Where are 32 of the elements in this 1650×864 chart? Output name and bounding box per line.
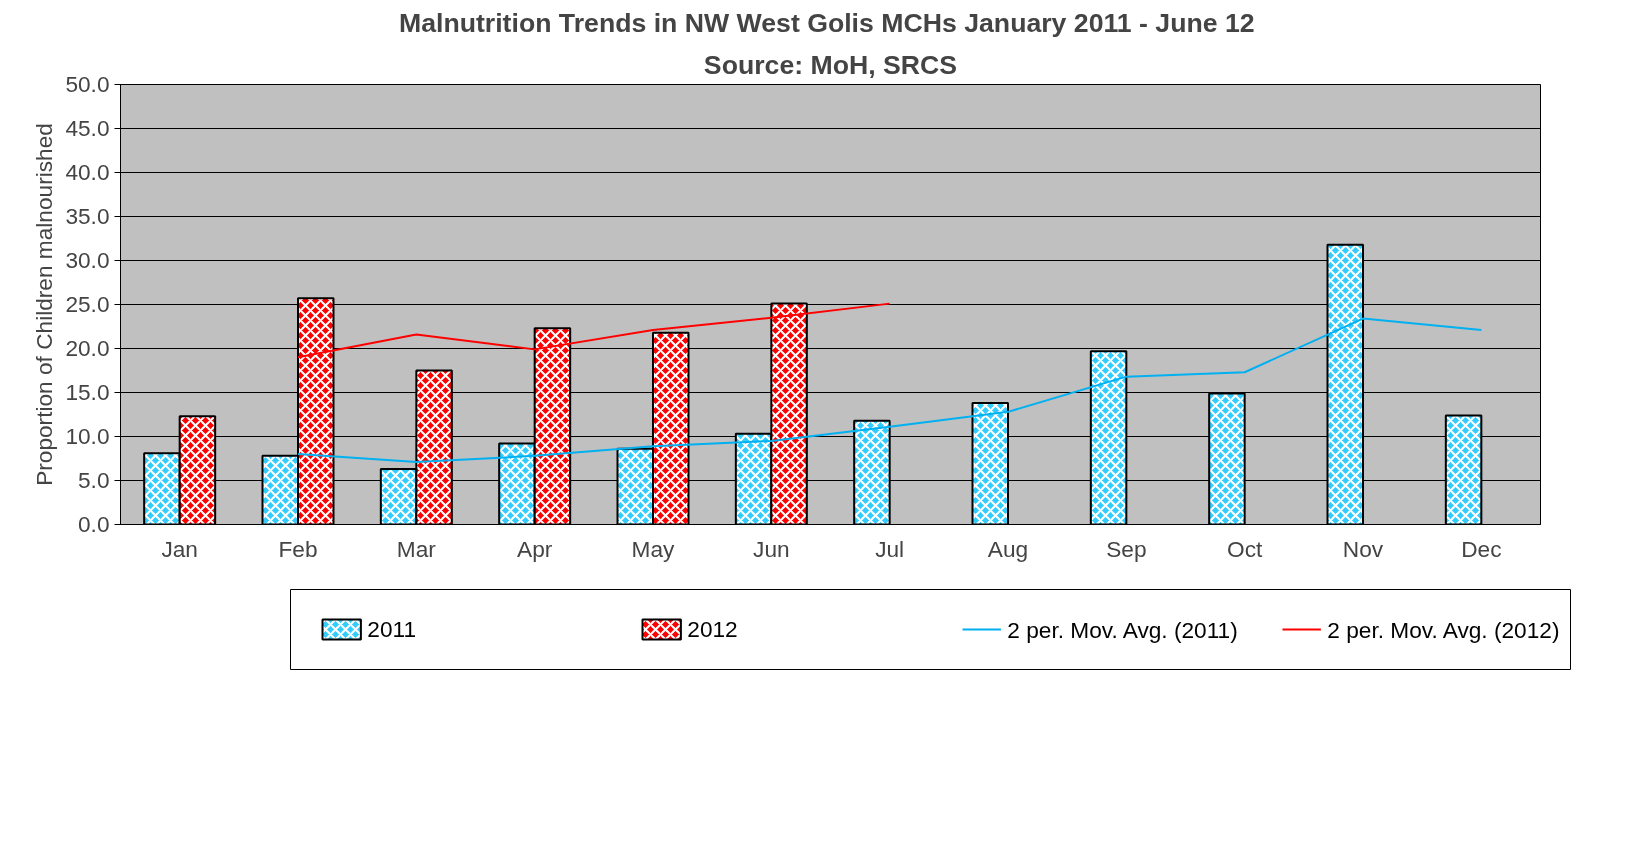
chart-title: Malnutrition Trends in NW West Golis MCHs January 2011 - June 12 — [398, 7, 1255, 38]
x-tick-label: May — [631, 535, 676, 562]
x-tick-label: Jan — [161, 535, 198, 562]
line-series — [297, 317, 1483, 464]
x-tick-label: Jun — [753, 535, 790, 562]
y-tick-label: 20.0 — [65, 335, 110, 361]
chart-subtitle: Source: MoH, SRCS — [703, 49, 958, 80]
y-tick-label: 0.0 — [78, 511, 110, 537]
x-tick-label: Nov — [1342, 535, 1384, 562]
y-tick-label: 35.0 — [65, 203, 110, 229]
x-tick-label: Sep — [1106, 535, 1147, 562]
x-tick-label: Feb — [278, 535, 318, 562]
y-tick-label: 40.0 — [65, 159, 110, 185]
y-tick-label: 5.0 — [78, 467, 110, 493]
legend-label: 2012 — [687, 616, 738, 642]
y-tick-label: 25.0 — [65, 291, 110, 317]
y-tick-label: 10.0 — [65, 423, 110, 449]
x-tick-label: Apr — [517, 535, 553, 562]
x-tick-label: Jul — [875, 535, 905, 562]
line-series — [297, 302, 891, 359]
y-tick-label: 15.0 — [65, 379, 110, 405]
y-tick-label: 45.0 — [65, 115, 110, 141]
x-tick-label: Oct — [1227, 535, 1263, 562]
x-tick-label: Dec — [1461, 535, 1502, 562]
y-tick-label: 50.0 — [65, 71, 110, 97]
legend-label: 2 per. Mov. Avg. (2011) — [1007, 616, 1238, 643]
legend-label: 2011 — [367, 616, 417, 642]
legend-label: 2 per. Mov. Avg. (2012) — [1327, 616, 1560, 643]
y-axis-title: Proportion of Children malnourished — [31, 123, 58, 486]
x-tick-label: Mar — [396, 535, 437, 562]
x-tick-label: Aug — [987, 535, 1029, 562]
y-tick-label: 30.0 — [65, 247, 110, 273]
